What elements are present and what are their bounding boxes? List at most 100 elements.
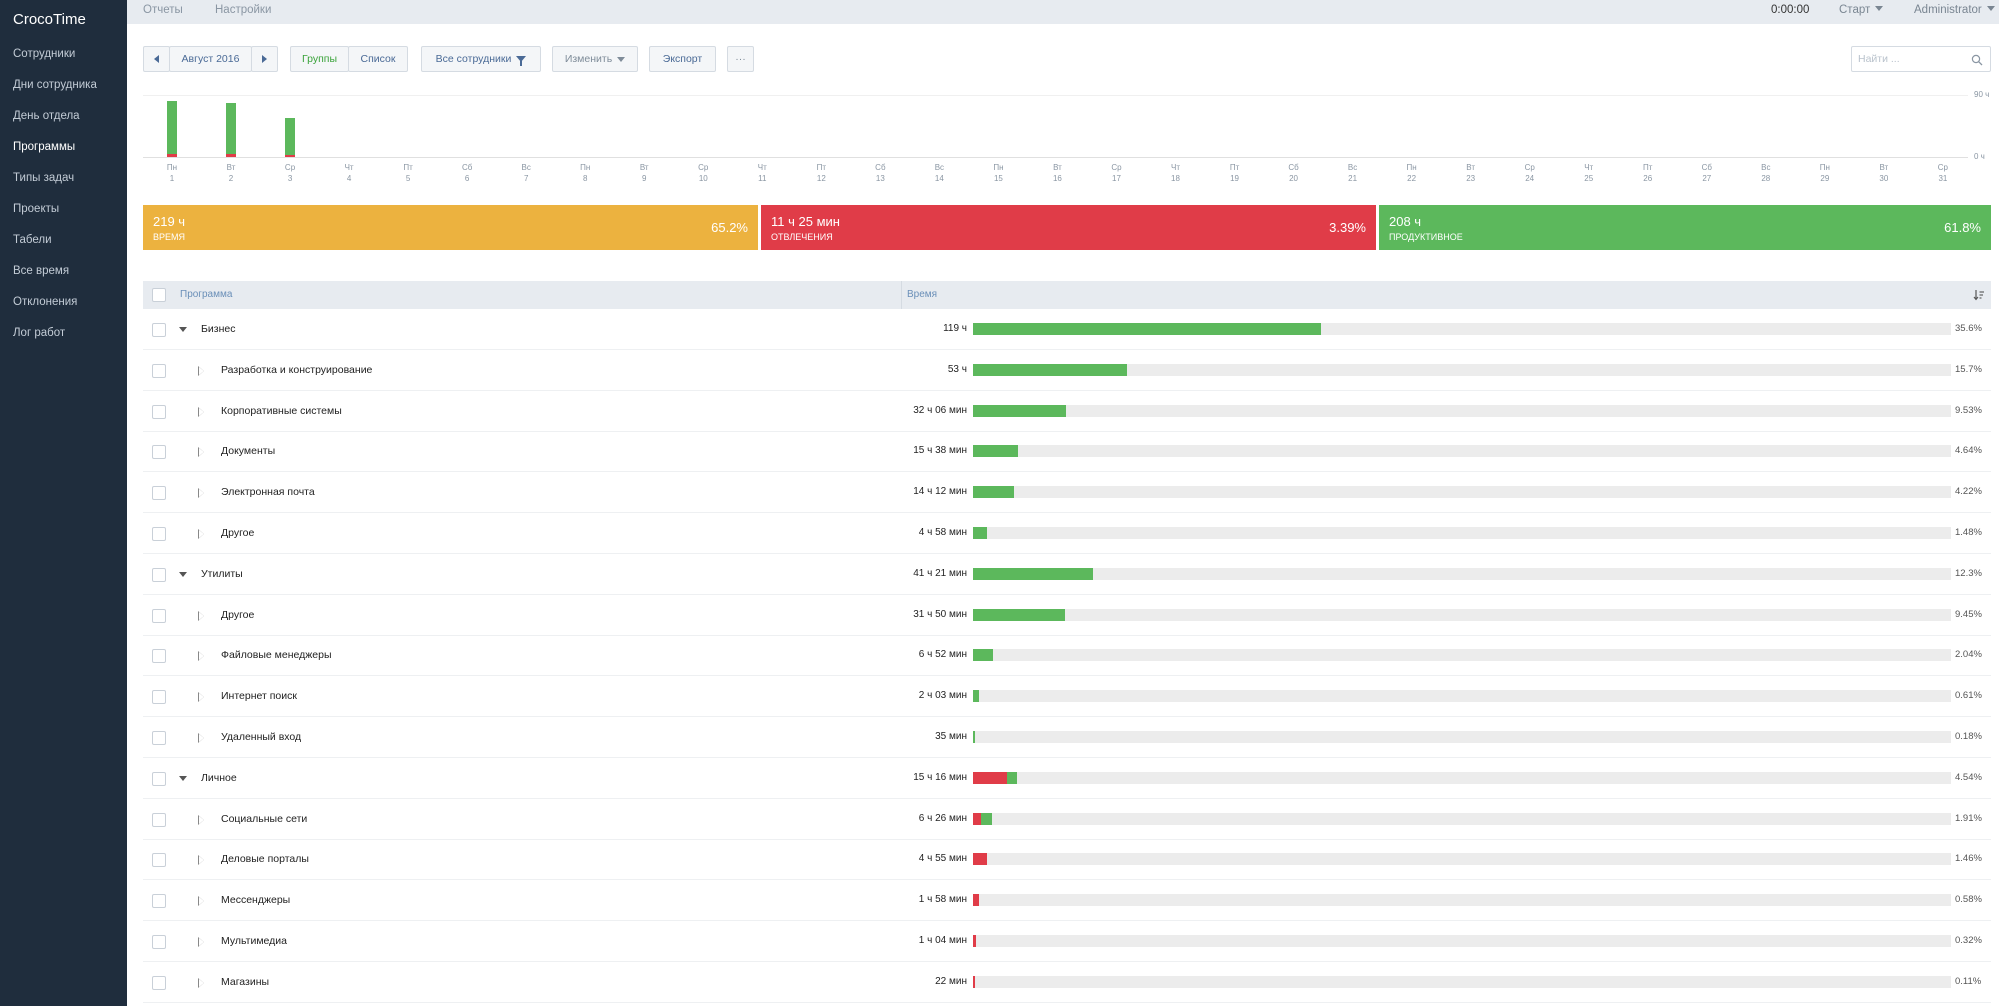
expand-toggle[interactable]	[196, 487, 208, 499]
day-bar-18[interactable]	[1171, 90, 1181, 157]
row-checkbox[interactable]	[152, 486, 166, 501]
day-bar-28[interactable]	[1761, 90, 1771, 157]
day-bar-6[interactable]	[462, 90, 472, 157]
day-bar-13[interactable]	[875, 90, 885, 157]
expand-toggle[interactable]	[196, 854, 208, 866]
day-bar-7[interactable]	[521, 90, 531, 157]
row-checkbox[interactable]	[152, 649, 166, 664]
row-checkbox[interactable]	[152, 731, 166, 745]
collapse-toggle[interactable]	[177, 324, 189, 336]
total-time-card[interactable]: 219 ч ВРЕМЯ 65.2%	[143, 205, 758, 250]
day-bar-8[interactable]	[580, 90, 590, 157]
table-row[interactable]: Мессенджеры 1 ч 58 мин 0.58%	[143, 880, 1991, 922]
expand-toggle[interactable]	[196, 528, 208, 540]
day-bar-30[interactable]	[1879, 90, 1889, 157]
sidebar-item-projects[interactable]: Проекты	[13, 203, 60, 215]
day-bar-21[interactable]	[1348, 90, 1358, 157]
period-picker[interactable]: Август 2016	[169, 46, 252, 72]
day-bar-5[interactable]	[403, 90, 413, 157]
expand-toggle[interactable]	[196, 691, 208, 703]
row-checkbox[interactable]	[152, 323, 166, 337]
day-bar-26[interactable]	[1643, 90, 1653, 157]
list-toggle[interactable]: Список	[348, 46, 408, 72]
group-row[interactable]: Бизнес 119 ч 35.6%	[143, 309, 1991, 350]
row-checkbox[interactable]	[152, 404, 166, 419]
search-input[interactable]	[1858, 51, 1968, 67]
table-row[interactable]: Электронная почта 14 ч 12 мин 4.22%	[143, 472, 1991, 514]
row-checkbox[interactable]	[152, 690, 166, 705]
column-time-header[interactable]: Время	[907, 289, 938, 300]
day-bar-20[interactable]	[1289, 90, 1299, 157]
row-checkbox[interactable]	[152, 853, 166, 868]
row-checkbox[interactable]	[152, 363, 166, 378]
group-row[interactable]: Утилиты 41 ч 21 мин 12.3%	[143, 554, 1991, 595]
row-checkbox[interactable]	[152, 935, 166, 949]
day-bar-25[interactable]	[1584, 90, 1594, 157]
row-checkbox[interactable]	[152, 894, 166, 909]
sidebar-item-all-time[interactable]: Все время	[13, 265, 70, 277]
more-button[interactable]: ···	[727, 46, 754, 72]
export-button[interactable]: Экспорт	[649, 46, 716, 72]
day-bar-14[interactable]	[934, 90, 944, 157]
expand-toggle[interactable]	[196, 650, 208, 662]
expand-toggle[interactable]	[196, 814, 208, 826]
day-bar-23[interactable]	[1466, 90, 1476, 157]
day-bar-9[interactable]	[639, 90, 649, 157]
select-all-checkbox[interactable]	[152, 288, 166, 302]
groups-toggle[interactable]: Группы	[290, 46, 349, 72]
table-row[interactable]: Мультимедиа 1 ч 04 мин 0.32%	[143, 921, 1991, 962]
expand-toggle[interactable]	[196, 446, 208, 458]
day-bar-11[interactable]	[757, 90, 767, 157]
day-bar-1[interactable]	[167, 90, 177, 157]
group-row[interactable]: Личное 15 ч 16 мин 4.54%	[143, 758, 1991, 799]
expand-toggle[interactable]	[196, 895, 208, 907]
employees-filter-button[interactable]: Все сотрудники	[421, 46, 541, 72]
expand-toggle[interactable]	[196, 365, 208, 377]
expand-toggle[interactable]	[196, 732, 208, 744]
row-checkbox[interactable]	[152, 445, 166, 460]
table-row[interactable]: Магазины 22 мин 0.11%	[143, 962, 1991, 1003]
day-bar-4[interactable]	[344, 90, 354, 157]
day-bar-24[interactable]	[1525, 90, 1535, 157]
table-row[interactable]: Деловые порталы 4 ч 55 мин 1.46%	[143, 839, 1991, 881]
day-bar-17[interactable]	[1111, 90, 1121, 157]
sidebar-item-department-day[interactable]: День отдела	[13, 110, 80, 122]
day-bar-10[interactable]	[698, 90, 708, 157]
table-row[interactable]: Удаленный вход 35 мин 0.18%	[143, 717, 1991, 758]
user-menu[interactable]: Administrator	[1914, 4, 1995, 16]
expand-toggle[interactable]	[196, 406, 208, 418]
sidebar-item-work-log[interactable]: Лог работ	[13, 327, 66, 339]
table-row[interactable]: Социальные сети 6 ч 26 мин 1.91%	[143, 799, 1991, 840]
day-bar-22[interactable]	[1407, 90, 1417, 157]
prev-period-button[interactable]	[143, 46, 170, 72]
day-bar-16[interactable]	[1052, 90, 1062, 157]
expand-toggle[interactable]	[196, 977, 208, 989]
collapse-toggle[interactable]	[177, 773, 189, 785]
column-program-header[interactable]: Программа	[180, 289, 233, 300]
table-row[interactable]: Другое 4 ч 58 мин 1.48%	[143, 513, 1991, 554]
row-checkbox[interactable]	[152, 771, 166, 786]
collapse-toggle[interactable]	[177, 569, 189, 581]
day-bar-15[interactable]	[993, 90, 1003, 157]
sidebar-item-employees[interactable]: Сотрудники	[13, 48, 76, 60]
search-icon[interactable]	[1971, 54, 1983, 66]
sidebar-item-programs[interactable]: Программы	[13, 141, 76, 153]
sort-icon[interactable]	[1973, 289, 1985, 301]
row-checkbox[interactable]	[152, 975, 166, 990]
row-checkbox[interactable]	[152, 812, 166, 827]
expand-toggle[interactable]	[196, 936, 208, 948]
day-bar-29[interactable]	[1820, 90, 1830, 157]
row-checkbox[interactable]	[152, 567, 166, 582]
table-row[interactable]: Разработка и конструирование 53 ч 15.7%	[143, 350, 1991, 391]
row-checkbox[interactable]	[152, 608, 166, 623]
productive-card[interactable]: 208 ч ПРОДУКТИВНОЕ 61.8%	[1379, 205, 1991, 250]
tab-reports[interactable]: Отчеты	[143, 4, 183, 16]
distractions-card[interactable]: 11 ч 25 мин ОТВЛЕЧЕНИЯ 3.39%	[761, 205, 1376, 250]
edit-dropdown[interactable]: Изменить	[552, 46, 638, 72]
day-bar-19[interactable]	[1230, 90, 1240, 157]
next-period-button[interactable]	[251, 46, 278, 72]
day-bar-3[interactable]	[285, 90, 296, 157]
start-button[interactable]: Старт	[1839, 4, 1884, 16]
row-checkbox[interactable]	[152, 527, 166, 541]
sidebar-item-employee-days[interactable]: Дни сотрудника	[13, 79, 97, 91]
